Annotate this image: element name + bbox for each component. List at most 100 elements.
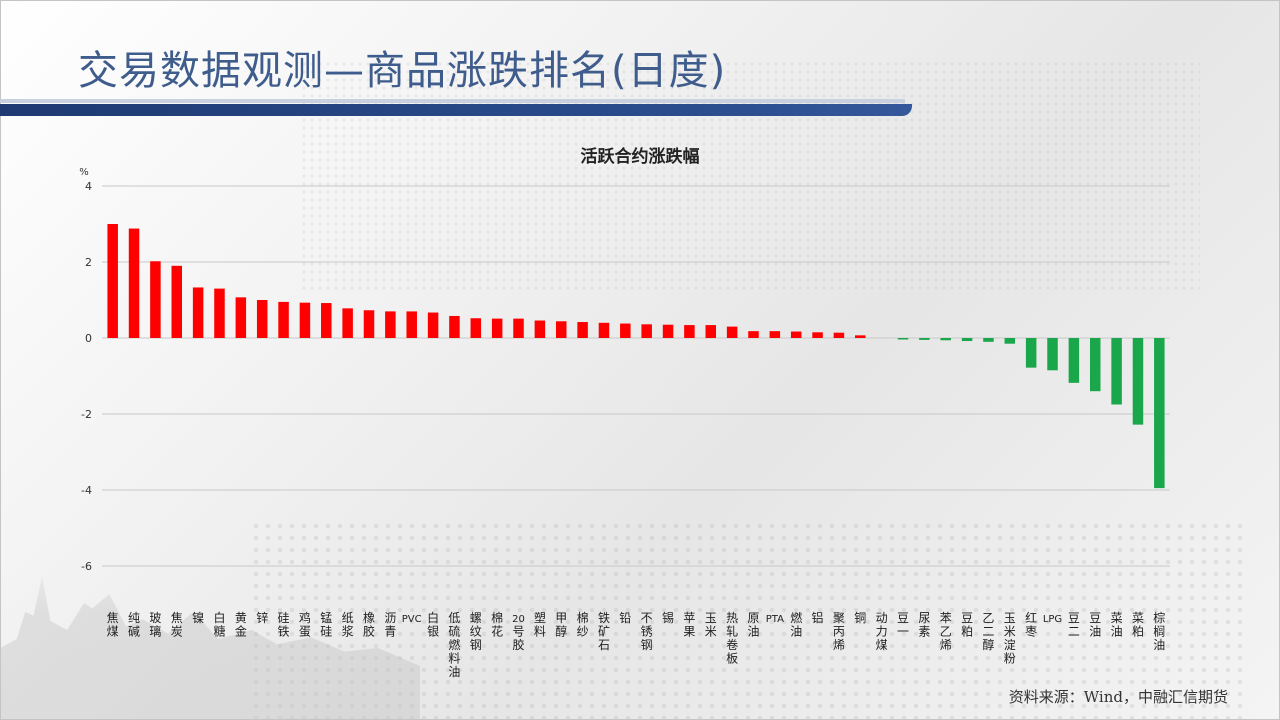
x-tick-label: 锡 bbox=[662, 610, 674, 625]
bar-焦煤 bbox=[107, 224, 118, 338]
bar-锰硅 bbox=[321, 303, 332, 338]
bar-螺纹钢 bbox=[470, 318, 482, 338]
bar-棉纱 bbox=[577, 322, 588, 338]
bar-橡胶 bbox=[363, 310, 375, 338]
bar-甲醇 bbox=[555, 321, 567, 338]
x-tick-label: 20 号胶 bbox=[512, 614, 525, 652]
bar-PTA bbox=[769, 331, 781, 338]
bar-白糖 bbox=[214, 288, 225, 338]
bar-玻璃 bbox=[150, 261, 161, 338]
x-tick-label: 橡胶 bbox=[363, 611, 375, 639]
bar-硅铁 bbox=[278, 301, 289, 338]
bar-塑料 bbox=[534, 320, 546, 338]
x-tick-label: 热轧卷板 bbox=[726, 611, 738, 666]
x-tick-label: 棕榈油 bbox=[1153, 610, 1165, 652]
bar-20号胶 bbox=[513, 318, 524, 338]
x-tick-label: 硅铁 bbox=[278, 611, 290, 639]
x-tick-label: 铜 bbox=[854, 610, 866, 625]
y-tick-label: -6 bbox=[81, 560, 92, 573]
x-tick-label: 锰硅 bbox=[320, 610, 332, 639]
x-tick-label: 铁矿石 bbox=[598, 611, 610, 652]
x-tick-label: 沥青 bbox=[384, 611, 396, 639]
bar-锡 bbox=[662, 324, 674, 338]
x-tick-label: 原油 bbox=[747, 611, 759, 639]
x-tick-label: 红枣 bbox=[1025, 610, 1037, 639]
x-tick-label: 豆粕 bbox=[961, 611, 973, 639]
y-tick-label: 0 bbox=[85, 332, 92, 345]
frame-left bbox=[0, 0, 1, 720]
y-tick-label: 4 bbox=[85, 180, 92, 193]
bar-镍 bbox=[192, 287, 204, 338]
bar-PVC bbox=[406, 311, 417, 338]
bar-不锈钢 bbox=[641, 324, 652, 338]
bar-铅 bbox=[620, 323, 631, 338]
x-tick-label: 镍 bbox=[192, 611, 204, 625]
bar-锌 bbox=[256, 300, 268, 338]
x-tick-label: 铅 bbox=[619, 611, 631, 625]
bar-豆油 bbox=[1089, 338, 1101, 392]
bar-苹果 bbox=[684, 325, 695, 338]
bar-原油 bbox=[748, 331, 759, 338]
y-tick-label: -4 bbox=[81, 484, 92, 497]
x-tick-label: 甲醇 bbox=[555, 611, 567, 639]
bar-白银 bbox=[427, 312, 439, 338]
bar-热轧卷板 bbox=[726, 326, 738, 338]
x-tick-label: 螺纹钢 bbox=[470, 611, 482, 652]
x-tick-label: 菜油 bbox=[1111, 611, 1123, 639]
x-tick-label: 锌 bbox=[256, 611, 268, 625]
x-tick-label: 聚丙烯 bbox=[833, 611, 845, 652]
bar-LPG bbox=[1047, 338, 1058, 371]
bar-棕榈油 bbox=[1154, 338, 1165, 489]
bar-焦炭 bbox=[171, 265, 183, 338]
bar-聚丙烯 bbox=[833, 332, 845, 338]
x-tick-label: 乙二醇 bbox=[982, 611, 994, 652]
x-tick-label: 纸浆 bbox=[342, 611, 354, 639]
x-tick-label: 纯碱 bbox=[128, 611, 140, 639]
x-tick-label: 铝 bbox=[812, 610, 824, 625]
bar-黄金 bbox=[235, 297, 247, 338]
bar-红枣 bbox=[1025, 338, 1037, 368]
bar-棉花 bbox=[491, 318, 503, 338]
x-tick-label: 焦炭 bbox=[171, 611, 183, 639]
chart-title: 活跃合约涨跌幅 bbox=[581, 146, 700, 167]
x-tick-label: PVC bbox=[402, 614, 422, 625]
x-tick-label: 玉米 bbox=[705, 611, 717, 639]
bar-沥青 bbox=[385, 311, 396, 338]
x-tick-label: 菜粕 bbox=[1132, 611, 1144, 639]
x-tick-label: 动力煤 bbox=[876, 611, 888, 652]
bar-纸浆 bbox=[342, 308, 353, 338]
x-tick-label: 棉花 bbox=[491, 611, 503, 639]
bar-豆二 bbox=[1068, 338, 1080, 383]
x-tick-label: 黄金 bbox=[235, 611, 247, 639]
x-tick-label: 不锈钢 bbox=[641, 611, 653, 652]
x-tick-label: 低硫燃料油 bbox=[448, 611, 460, 679]
bar-铝 bbox=[812, 332, 823, 338]
bar-玉米淀粉 bbox=[1004, 338, 1016, 344]
bar-燃油 bbox=[790, 331, 802, 338]
bar-尿素 bbox=[919, 338, 930, 340]
bar-低硫燃料油 bbox=[449, 315, 460, 338]
y-axis-unit-label: % bbox=[79, 167, 89, 178]
world-map-background bbox=[300, 60, 1200, 290]
bar-铜 bbox=[855, 335, 866, 338]
x-tick-label: 燃油 bbox=[790, 610, 802, 639]
x-tick-label: LPG bbox=[1043, 614, 1062, 625]
x-tick-label: 棉纱 bbox=[577, 611, 589, 639]
x-tick-label: 白糖 bbox=[213, 610, 225, 639]
bar-乙二醇 bbox=[983, 338, 994, 342]
bar-玉米 bbox=[705, 325, 717, 338]
bar-菜油 bbox=[1111, 338, 1122, 405]
x-tick-label: 鸡蛋 bbox=[299, 610, 311, 639]
x-tick-label: 豆二 bbox=[1068, 611, 1080, 639]
x-tick-label: 豆一 bbox=[897, 611, 909, 639]
x-tick-label: 尿素 bbox=[918, 611, 930, 639]
x-tick-label: 塑料 bbox=[534, 610, 546, 639]
page-title: 交易数据观测—商品涨跌排名(日度) bbox=[78, 48, 727, 94]
x-tick-label: 焦煤 bbox=[107, 611, 119, 639]
bar-豆粕 bbox=[961, 338, 973, 342]
x-tick-label: 玻璃 bbox=[149, 611, 161, 639]
bar-铁矿石 bbox=[598, 322, 610, 338]
y-tick-label: 2 bbox=[85, 256, 92, 269]
bar-纯碱 bbox=[128, 228, 140, 338]
